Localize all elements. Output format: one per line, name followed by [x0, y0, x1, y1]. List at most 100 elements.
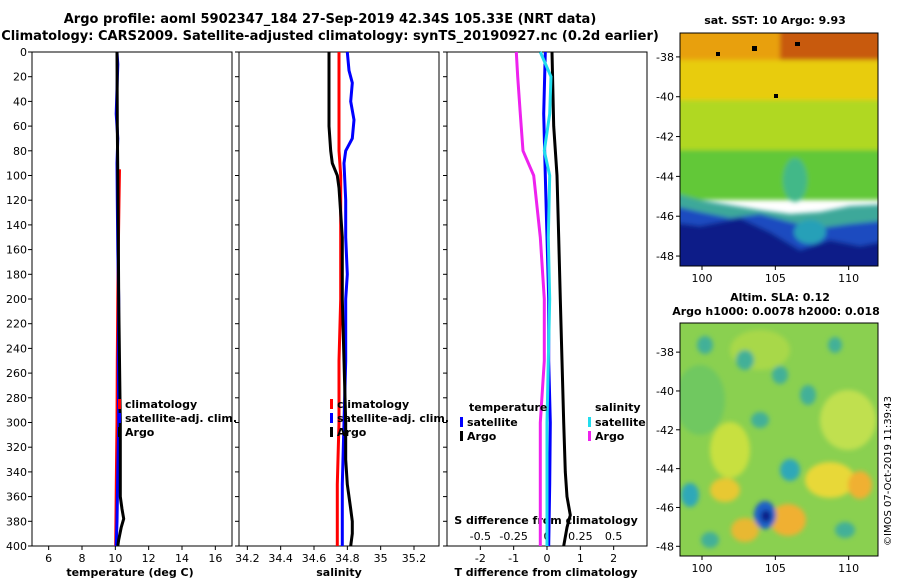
- s-tick-label: -0.25: [499, 530, 527, 543]
- x-tick-label: -2: [475, 552, 486, 565]
- depth-tick-label: 160: [6, 244, 27, 257]
- map-y-tick-label: -40: [656, 385, 674, 398]
- map-y-tick-label: -42: [656, 424, 674, 437]
- legend-label: Argo: [337, 426, 367, 439]
- depth-tick-label: 60: [13, 120, 27, 133]
- legend-swatch: [460, 417, 463, 427]
- map-y-tick-label: -48: [656, 540, 674, 553]
- sla-map-subtitle: Argo h1000: 0.0078 h2000: 0.018: [672, 305, 880, 318]
- map-y-tick-label: -46: [656, 210, 674, 223]
- temperature-series-argo: [115, 51, 126, 547]
- x-tick-label: 6: [45, 552, 52, 565]
- temperature-axis-label: temperature (deg C): [66, 566, 193, 579]
- legend-label: satellite-adj. clim.: [337, 412, 449, 425]
- legend-label: climatology: [125, 398, 197, 411]
- legend-label: Argo: [595, 430, 625, 443]
- depth-tick-label: 240: [6, 342, 27, 355]
- argo-float-markers: [716, 42, 800, 98]
- map-x-tick-label: 100: [692, 272, 713, 285]
- title-line-1: Argo profile: aoml 5902347_184 27-Sep-20…: [63, 12, 597, 27]
- legend-swatch: [118, 427, 121, 437]
- depth-tick-label: 280: [6, 392, 27, 405]
- depth-tick-label: 100: [6, 170, 27, 183]
- salinity-series-satellite: [340, 51, 356, 546]
- map-y-tick-label: -48: [656, 250, 674, 263]
- map-y-tick-label: -46: [656, 501, 674, 514]
- s-tick-label: -0.5: [470, 530, 491, 543]
- sla-map-frame: [679, 322, 879, 557]
- depth-tick-label: 260: [6, 367, 27, 380]
- map-y-tick-label: -44: [656, 463, 674, 476]
- x-tick-label: 34.2: [235, 552, 260, 565]
- x-tick-label: 1: [577, 552, 584, 565]
- legend-swatch: [588, 417, 591, 427]
- diff-series-t-argo: [550, 51, 572, 547]
- title-line-2: Climatology: CARS2009. Satellite-adjuste…: [1, 29, 659, 44]
- x-tick-label: 0: [544, 552, 551, 565]
- x-tick-label: 34.8: [335, 552, 360, 565]
- depth-tick-label: 200: [6, 293, 27, 306]
- depth-tick-label: 360: [6, 491, 27, 504]
- x-tick-label: -1: [508, 552, 519, 565]
- map-y-tick-label: -38: [656, 51, 674, 64]
- x-tick-label: 14: [175, 552, 189, 565]
- depth-tick-label: 20: [13, 71, 27, 84]
- depth-tick-label: 180: [6, 268, 27, 281]
- depth-tick-label: 380: [6, 515, 27, 528]
- legend-swatch: [118, 413, 121, 423]
- legend-swatch: [330, 427, 333, 437]
- map-y-tick-label: -44: [656, 170, 674, 183]
- legend-label: satellite: [467, 416, 518, 429]
- x-tick-label: 8: [79, 552, 86, 565]
- depth-tick-label: 0: [20, 46, 27, 59]
- legend-label: Argo: [125, 426, 155, 439]
- map-x-tick-label: 110: [838, 562, 859, 575]
- legend-label: Argo: [467, 430, 497, 443]
- temperature-plot-frame: [31, 51, 233, 547]
- sst-map-title: sat. SST: 10 Argo: 9.93: [704, 14, 846, 27]
- legend-swatch: [588, 431, 591, 441]
- difference-axis-label: T difference from climatology: [454, 566, 637, 579]
- diff-series-s-argo: [514, 51, 546, 546]
- depth-tick-label: 220: [6, 318, 27, 331]
- legend-title: temperature: [469, 401, 547, 414]
- depth-tick-label: 320: [6, 441, 27, 454]
- x-tick-label: 35.2: [402, 552, 427, 565]
- legend-label: satellite-adj. clim.: [125, 412, 237, 425]
- diff-series-s-satellite: [538, 51, 553, 546]
- salinity-series-argo: [327, 52, 354, 547]
- sst-map: [680, 33, 878, 266]
- legend-label: satellite: [595, 416, 646, 429]
- map-x-tick-label: 100: [692, 562, 713, 575]
- map-y-tick-label: -42: [656, 131, 674, 144]
- map-x-tick-label: 105: [765, 562, 786, 575]
- depth-tick-label: 140: [6, 219, 27, 232]
- map-y-tick-label: -40: [656, 91, 674, 104]
- salinity-axis-label: salinity: [316, 566, 362, 579]
- depth-tick-label: 300: [6, 417, 27, 430]
- depth-tick-label: 340: [6, 466, 27, 479]
- depth-tick-label: 40: [13, 95, 27, 108]
- salinity-series-climatology: [335, 52, 343, 546]
- map-x-tick-label: 105: [765, 272, 786, 285]
- s-tick-label: 0.5: [605, 530, 623, 543]
- x-tick-label: 12: [142, 552, 156, 565]
- legend-label: climatology: [337, 398, 409, 411]
- legend-swatch: [460, 431, 463, 441]
- x-tick-label: 35: [374, 552, 388, 565]
- imos-watermark: ©IMOS 07-Oct-2019 11:39:43: [883, 396, 894, 546]
- legend-title: salinity: [595, 401, 641, 414]
- legend-swatch: [118, 399, 121, 409]
- x-tick-label: 10: [108, 552, 122, 565]
- x-tick-label: 16: [208, 552, 222, 565]
- s-tick-label: 0.25: [568, 530, 593, 543]
- map-x-tick-label: 110: [838, 272, 859, 285]
- depth-tick-label: 400: [6, 540, 27, 553]
- sst-map-frame: [679, 32, 879, 267]
- x-tick-label: 34.4: [268, 552, 293, 565]
- sla-map-title: Altim. SLA: 0.12: [730, 291, 830, 304]
- legend-swatch: [330, 413, 333, 423]
- sla-map: [680, 323, 878, 556]
- x-tick-label: 34.6: [302, 552, 327, 565]
